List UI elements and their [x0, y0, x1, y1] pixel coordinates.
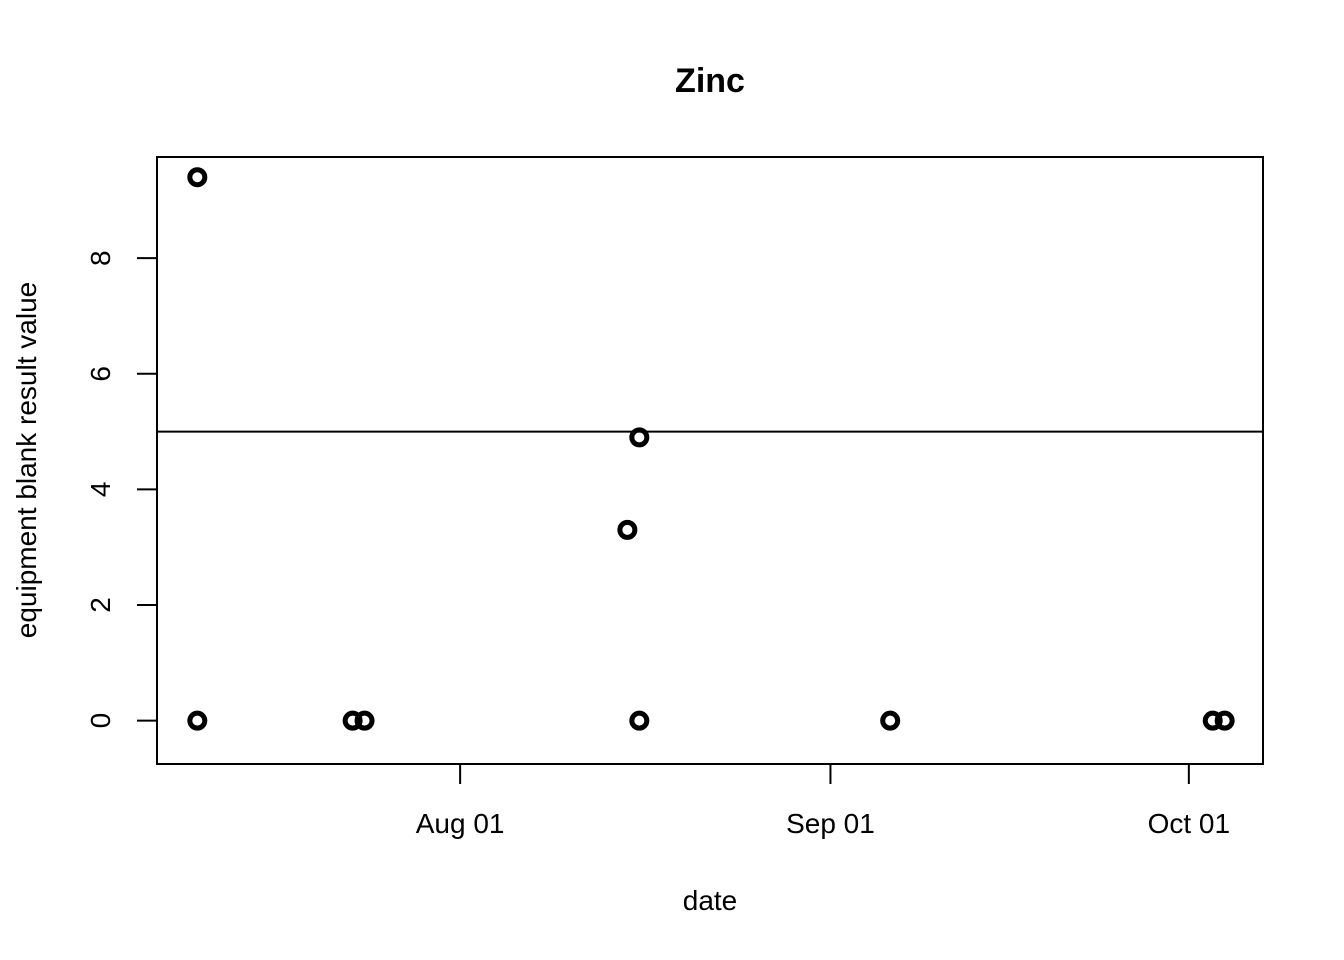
data-point [629, 427, 650, 448]
data-point [1214, 710, 1235, 731]
y-tick-label: 6 [85, 366, 116, 382]
y-axis-label: equipment blank result value [11, 282, 42, 638]
data-point [617, 519, 638, 540]
x-tick-label: Aug 01 [416, 808, 505, 839]
data-point [187, 167, 208, 188]
y-axis: 0 2 4 6 8 [85, 250, 157, 728]
plot-frame [156, 156, 1264, 765]
data-point [187, 710, 208, 731]
chart-title: Zinc [675, 62, 745, 100]
data-point [354, 710, 375, 731]
x-tick-label: Sep 01 [786, 808, 875, 839]
y-tick-label: 2 [85, 597, 116, 613]
data-point [880, 710, 901, 731]
data-point [342, 710, 363, 731]
x-axis: Aug 01 Sep 01 Oct 01 [416, 764, 1230, 839]
y-tick-label: 4 [85, 482, 116, 498]
plot-area [156, 156, 1264, 765]
x-axis-label: date [683, 885, 738, 916]
y-tick-label: 8 [85, 250, 116, 266]
x-tick-label: Oct 01 [1148, 808, 1230, 839]
data-point [629, 710, 650, 731]
data-points [187, 167, 1235, 731]
data-point [1202, 710, 1223, 731]
y-tick-label: 0 [85, 713, 116, 729]
